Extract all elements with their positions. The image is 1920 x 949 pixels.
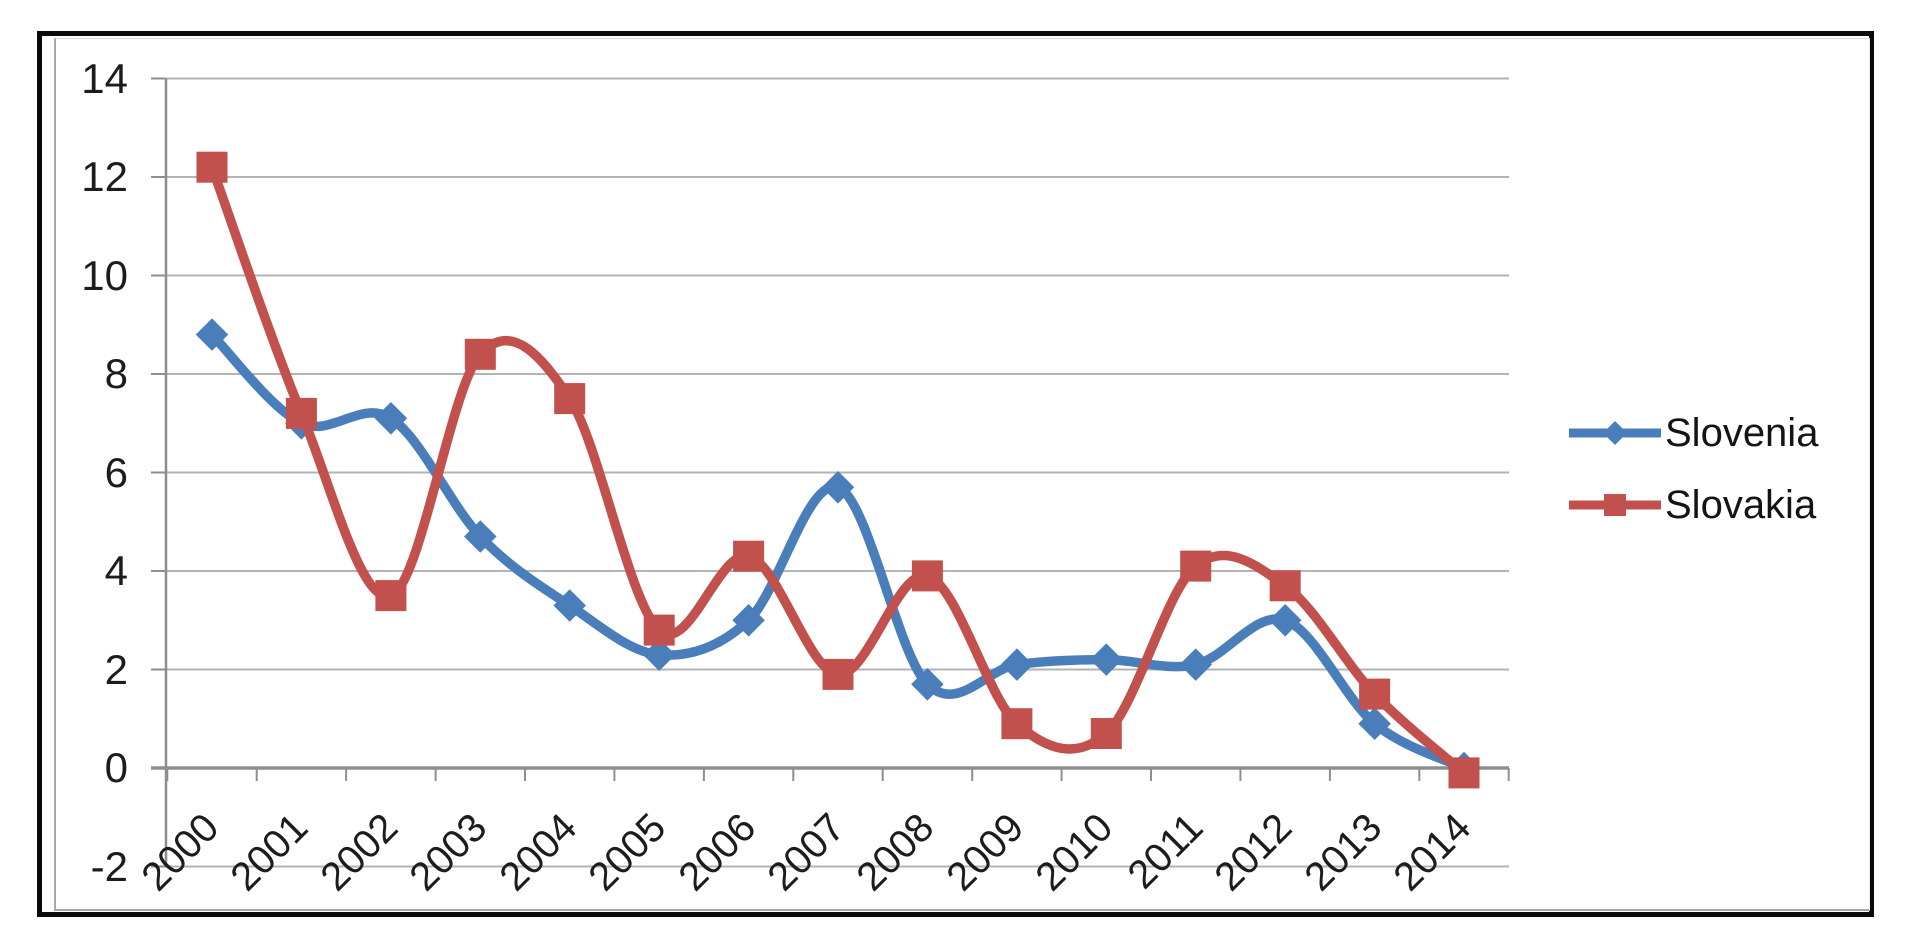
slovakia-marker-2010 — [1090, 718, 1122, 749]
slovenia-marker-2011 — [1179, 648, 1212, 681]
slovenia-marker-2007 — [821, 471, 855, 504]
y-axis-label-2: 2 — [104, 645, 128, 693]
slovenia-marker-2000 — [195, 318, 229, 351]
slovakia-marker-2005 — [643, 614, 675, 646]
legend-entry-slovenia: Slovenia — [1568, 408, 1818, 458]
slovenia-marker-2009 — [1000, 648, 1034, 681]
slovenia-marker-2013 — [1358, 707, 1391, 740]
slovakia-legend-marker-icon — [1569, 494, 1661, 516]
slovenia-marker-2012 — [1268, 604, 1302, 637]
slovenia-marker-2004 — [553, 589, 586, 622]
slovakia-marker-2004 — [554, 383, 586, 415]
slovenia-legend-marker-icon — [1569, 420, 1661, 446]
y-axis-label-8: 8 — [104, 350, 128, 397]
slovakia-marker-2009 — [1001, 708, 1033, 740]
y-axis-label-10: 10 — [81, 251, 128, 299]
slovakia-marker-2002 — [375, 580, 407, 612]
y-axis-label-14: 14 — [81, 54, 128, 102]
legend-label-slovenia: Slovenia — [1665, 410, 1819, 455]
slovakia-marker-2006 — [733, 540, 765, 572]
slovenia-marker-2010 — [1090, 643, 1123, 676]
legend-label-slovakia: Slovakia — [1665, 482, 1817, 527]
slovenia-marker-2008 — [911, 668, 944, 701]
y-axis-label-12: 12 — [81, 153, 128, 200]
y-axis-label-0: 0 — [104, 744, 128, 791]
y-axis-label--2: -2 — [90, 842, 128, 890]
slovenia-marker-2003 — [464, 520, 497, 553]
slovakia-marker-2012 — [1269, 570, 1301, 602]
y-axis-label-6: 6 — [104, 448, 128, 496]
y-axis-label-4: 4 — [104, 547, 128, 594]
chart-area-border — [54, 38, 1870, 911]
slovakia-marker-2001 — [285, 397, 317, 429]
slovenia-marker-2006 — [732, 604, 765, 637]
slovakia-marker-2013 — [1359, 678, 1391, 710]
legend-entry-slovakia: Slovakia — [1568, 480, 1818, 530]
slovakia-marker-2000 — [196, 151, 228, 183]
slovakia-marker-2008 — [911, 560, 943, 592]
slovakia-marker-2007 — [822, 658, 854, 690]
slovakia-marker-2011 — [1180, 550, 1212, 582]
slovenia-line — [207, 329, 1469, 773]
slovakia-marker-2014 — [1448, 757, 1480, 789]
slovakia-marker-2003 — [464, 338, 496, 370]
slovenia-marker-2005 — [642, 638, 676, 671]
slovenia-marker-2002 — [374, 402, 408, 435]
chart-legend: Slovenia Slovakia — [1568, 408, 1818, 552]
